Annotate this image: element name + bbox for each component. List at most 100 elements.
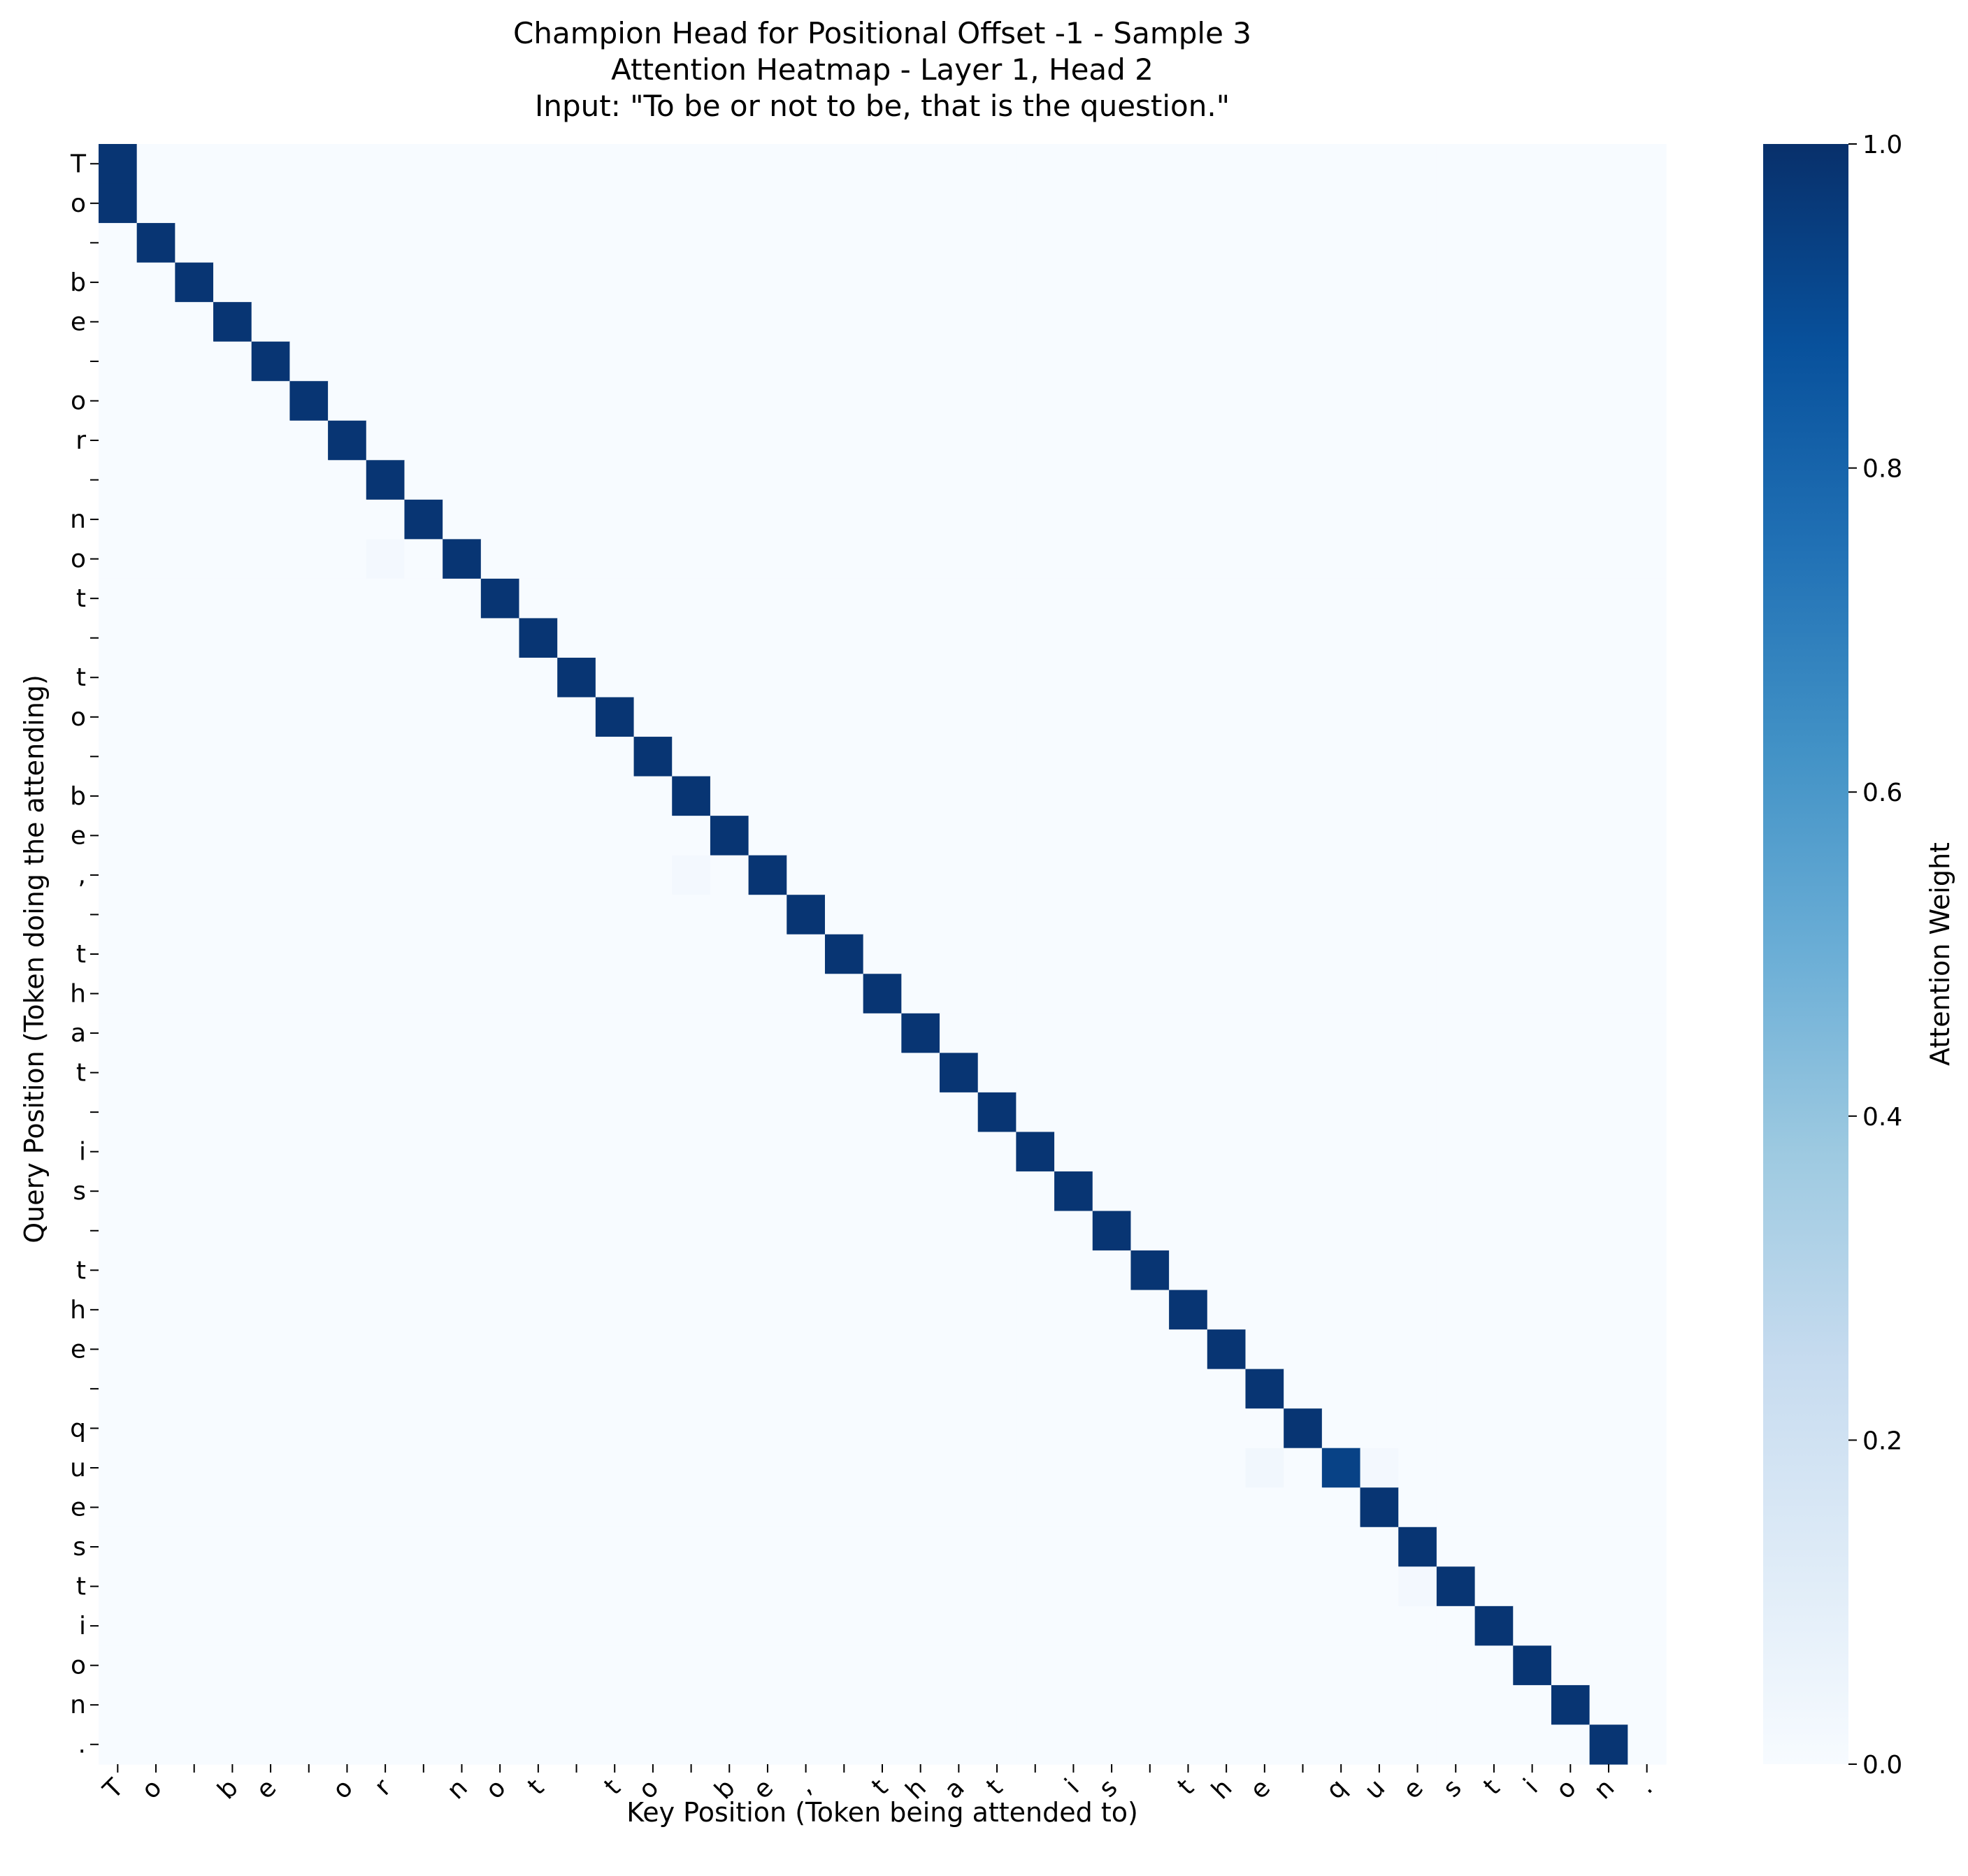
heatmap-cell: [1628, 499, 1667, 540]
heatmap-cell: [1474, 1566, 1514, 1607]
heatmap-cell: [251, 1369, 291, 1409]
y-tick-label: h: [70, 980, 86, 1009]
heatmap-cell: [1054, 1013, 1093, 1053]
heatmap-cell: [1054, 1487, 1093, 1528]
heatmap-cell: [1016, 578, 1055, 619]
heatmap-cell: [595, 697, 635, 737]
heatmap-cell: [1092, 1645, 1132, 1686]
heatmap-cell: [1169, 223, 1208, 264]
heatmap-cell: [251, 776, 291, 816]
heatmap-cell: [1321, 1724, 1361, 1765]
heatmap-cell: [404, 499, 443, 540]
heatmap-cell: [940, 1329, 979, 1370]
heatmap-cell: [824, 657, 864, 698]
heatmap-cell: [289, 737, 329, 777]
heatmap-cell: [519, 1250, 558, 1291]
heatmap-cell: [557, 934, 596, 974]
heatmap-cell: [175, 341, 214, 382]
heatmap-cell: [787, 895, 826, 935]
heatmap-cell: [710, 1408, 749, 1449]
heatmap-cell: [1169, 1566, 1208, 1607]
heatmap-cell: [787, 618, 826, 658]
heatmap-cell: [1436, 223, 1476, 264]
heatmap-cell: [633, 1132, 673, 1172]
heatmap-cell: [289, 1566, 329, 1607]
heatmap-cell: [480, 1487, 520, 1528]
heatmap-cell: [480, 578, 520, 619]
heatmap-cell: [672, 341, 711, 382]
heatmap-cell: [863, 1369, 902, 1409]
heatmap-cell: [289, 341, 329, 382]
heatmap-cell: [1513, 657, 1552, 698]
heatmap-cell: [595, 262, 635, 303]
heatmap-cell: [1245, 1092, 1284, 1133]
heatmap-cell: [175, 302, 214, 342]
heatmap-cell: [136, 262, 175, 303]
heatmap-cell: [366, 1408, 405, 1449]
heatmap-cell: [901, 1171, 940, 1212]
colorbar-tick-label: 0.0: [1862, 1751, 1902, 1780]
heatmap-cell: [633, 895, 673, 935]
heatmap-cell: [1092, 1092, 1132, 1133]
heatmap-cell: [1398, 381, 1437, 421]
heatmap-cell: [1360, 1092, 1399, 1133]
heatmap-cell: [1016, 499, 1055, 540]
heatmap-cell: [1054, 144, 1093, 185]
heatmap-cell: [1054, 262, 1093, 303]
heatmap-cell: [748, 183, 787, 224]
heatmap-cell: [1589, 776, 1628, 816]
heatmap-cell: [1169, 618, 1208, 658]
heatmap-cell: [519, 1053, 558, 1093]
heatmap-cell: [672, 578, 711, 619]
heatmap-cell: [99, 223, 138, 264]
heatmap-cell: [213, 816, 252, 856]
heatmap-cell: [289, 697, 329, 737]
heatmap-cell: [480, 618, 520, 658]
heatmap-cell: [633, 144, 673, 185]
heatmap-cell: [1169, 737, 1208, 777]
heatmap-cell: [404, 776, 443, 816]
heatmap-cell: [595, 381, 635, 421]
heatmap-cell: [901, 974, 940, 1014]
heatmap-cell: [1245, 855, 1284, 895]
heatmap-cell: [443, 974, 482, 1014]
heatmap-cell: [1321, 1013, 1361, 1053]
heatmap-cell: [251, 737, 291, 777]
heatmap-cell: [1360, 1724, 1399, 1765]
heatmap-cell: [863, 1566, 902, 1607]
heatmap-cell: [1130, 855, 1170, 895]
heatmap-cell: [595, 974, 635, 1014]
heatmap-cell: [175, 1606, 214, 1646]
heatmap-cell: [1130, 816, 1170, 856]
heatmap-cell: [672, 1053, 711, 1093]
heatmap-cell: [557, 578, 596, 619]
heatmap-cell: [328, 1527, 367, 1567]
heatmap-cell: [1398, 1132, 1437, 1172]
heatmap-cell: [557, 974, 596, 1014]
heatmap-cell: [1207, 1329, 1247, 1370]
heatmap-cell: [557, 737, 596, 777]
heatmap-cell: [1321, 1566, 1361, 1607]
heatmap-cell: [328, 895, 367, 935]
heatmap-cell: [672, 934, 711, 974]
heatmap-cell: [99, 1290, 138, 1330]
heatmap-cell: [1628, 855, 1667, 895]
heatmap-cell: [940, 499, 979, 540]
heatmap-cell: [1474, 1487, 1514, 1528]
heatmap-cell: [519, 934, 558, 974]
heatmap-cell: [136, 499, 175, 540]
heatmap-cell: [1284, 1132, 1323, 1172]
title-line-1: Champion Head for Positional Offset -1 -…: [513, 16, 1251, 50]
heatmap-cell: [633, 341, 673, 382]
heatmap-cell: [1054, 302, 1093, 342]
heatmap-cell: [824, 974, 864, 1014]
heatmap-cell: [404, 1053, 443, 1093]
heatmap-cell: [863, 1092, 902, 1133]
heatmap-cell: [940, 1290, 979, 1330]
heatmap-cell: [1513, 1487, 1552, 1528]
heatmap-cell: [1016, 1013, 1055, 1053]
y-axis-ticks: To be or not to be, that is the question…: [70, 150, 99, 1759]
heatmap-cell: [1245, 974, 1284, 1014]
heatmap-cell: [863, 697, 902, 737]
heatmap-cell: [213, 539, 252, 579]
